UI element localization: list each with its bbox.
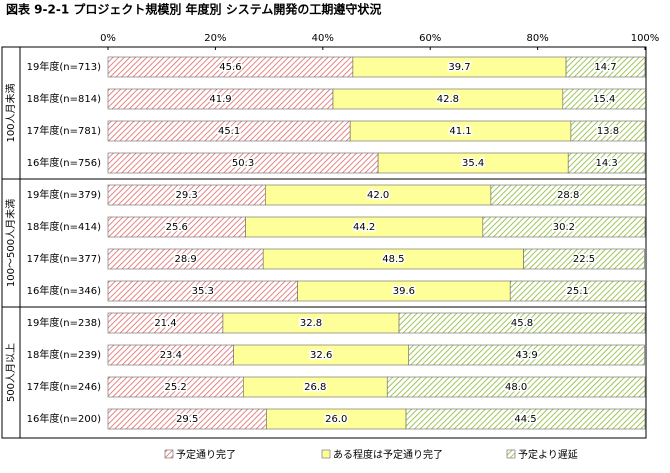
- category-label: 16年度(n=200): [27, 412, 101, 425]
- value-label: 25.2: [165, 382, 187, 393]
- chart-title: 図表 9-2-1 プロジェクト規模別 年度別 システム開発の工期遵守状況: [6, 2, 381, 17]
- bar-segment: [567, 152, 646, 174]
- bar-segment: [570, 120, 646, 142]
- value-label: 30.2: [553, 222, 575, 233]
- value-label: 13.8: [597, 126, 619, 137]
- bar-segment: [386, 376, 646, 398]
- category-label: 18年度(n=814): [27, 92, 101, 105]
- value-label: 14.3: [595, 158, 617, 169]
- x-tick-label: 60%: [419, 33, 441, 44]
- value-label: 15.4: [593, 94, 615, 105]
- value-label: 42.8: [437, 94, 459, 105]
- value-label: 25.1: [566, 286, 588, 297]
- category-label: 16年度(n=346): [27, 284, 101, 297]
- frame: [1, 46, 647, 439]
- value-label: 45.1: [218, 126, 240, 137]
- legend-swatch: [506, 449, 516, 459]
- category-label: 17年度(n=246): [27, 380, 101, 393]
- x-tick-label: 0%: [100, 33, 116, 44]
- bar-segment: [523, 248, 645, 270]
- legend-swatch: [321, 449, 331, 459]
- bar-segment: [482, 216, 646, 238]
- value-label: 39.7: [448, 62, 470, 73]
- x-tick-label: 80%: [526, 33, 548, 44]
- category-label: 17年度(n=781): [27, 124, 101, 137]
- category-label: 18年度(n=239): [27, 348, 101, 361]
- category-label: 19年度(n=379): [27, 188, 101, 201]
- bar-segment: [490, 184, 646, 206]
- bar-segment: [408, 344, 645, 366]
- value-label: 28.8: [557, 190, 579, 201]
- category-label: 17年度(n=377): [27, 252, 101, 265]
- value-label: 23.4: [160, 350, 182, 361]
- legend-label: ある程度は予定通り完了: [333, 448, 443, 461]
- value-label: 44.5: [514, 414, 536, 425]
- value-label: 29.3: [176, 190, 198, 201]
- value-label: 45.8: [511, 318, 533, 329]
- value-label: 41.9: [209, 94, 231, 105]
- bar-segment: [405, 408, 646, 430]
- bar-segment: [509, 280, 646, 302]
- value-label: 35.3: [192, 286, 214, 297]
- value-label: 26.0: [325, 414, 347, 425]
- value-label: 41.1: [449, 126, 471, 137]
- value-label: 25.6: [166, 222, 188, 233]
- group-label: 500人月以上: [5, 343, 17, 402]
- value-label: 28.9: [174, 254, 196, 265]
- x-tick-label: 20%: [204, 33, 226, 44]
- value-label: 43.9: [515, 350, 537, 361]
- category-label: 19年度(n=713): [27, 60, 101, 73]
- value-label: 42.0: [367, 190, 389, 201]
- value-label: 26.8: [304, 382, 326, 393]
- value-label: 44.2: [353, 222, 375, 233]
- category-label: 16年度(n=756): [27, 156, 101, 169]
- value-label: 32.8: [300, 318, 322, 329]
- x-tick-label: 40%: [312, 33, 334, 44]
- value-label: 48.5: [382, 254, 404, 265]
- value-label: 29.5: [176, 414, 198, 425]
- value-label: 35.4: [462, 158, 484, 169]
- x-tick-label: 100%: [631, 33, 660, 44]
- value-label: 39.6: [393, 286, 415, 297]
- value-label: 50.3: [232, 158, 254, 169]
- value-label: 48.0: [505, 382, 527, 393]
- value-label: 14.7: [594, 62, 616, 73]
- value-label: 22.5: [573, 254, 595, 265]
- value-label: 21.4: [154, 318, 176, 329]
- group-label: 100～500人月未満: [5, 199, 17, 287]
- value-label: 45.6: [219, 62, 241, 73]
- legend-label: 予定通り完了: [176, 448, 236, 461]
- category-label: 18年度(n=414): [27, 220, 101, 233]
- category-label: 19年度(n=238): [27, 316, 101, 329]
- legend-swatch: [164, 449, 174, 459]
- bar-segment: [398, 312, 646, 334]
- bar-segment: [562, 88, 646, 110]
- legend-label: 予定より遅延: [518, 448, 578, 461]
- bar-segment: [565, 56, 646, 78]
- value-label: 32.6: [310, 350, 332, 361]
- group-label: 100人月未満: [5, 83, 17, 142]
